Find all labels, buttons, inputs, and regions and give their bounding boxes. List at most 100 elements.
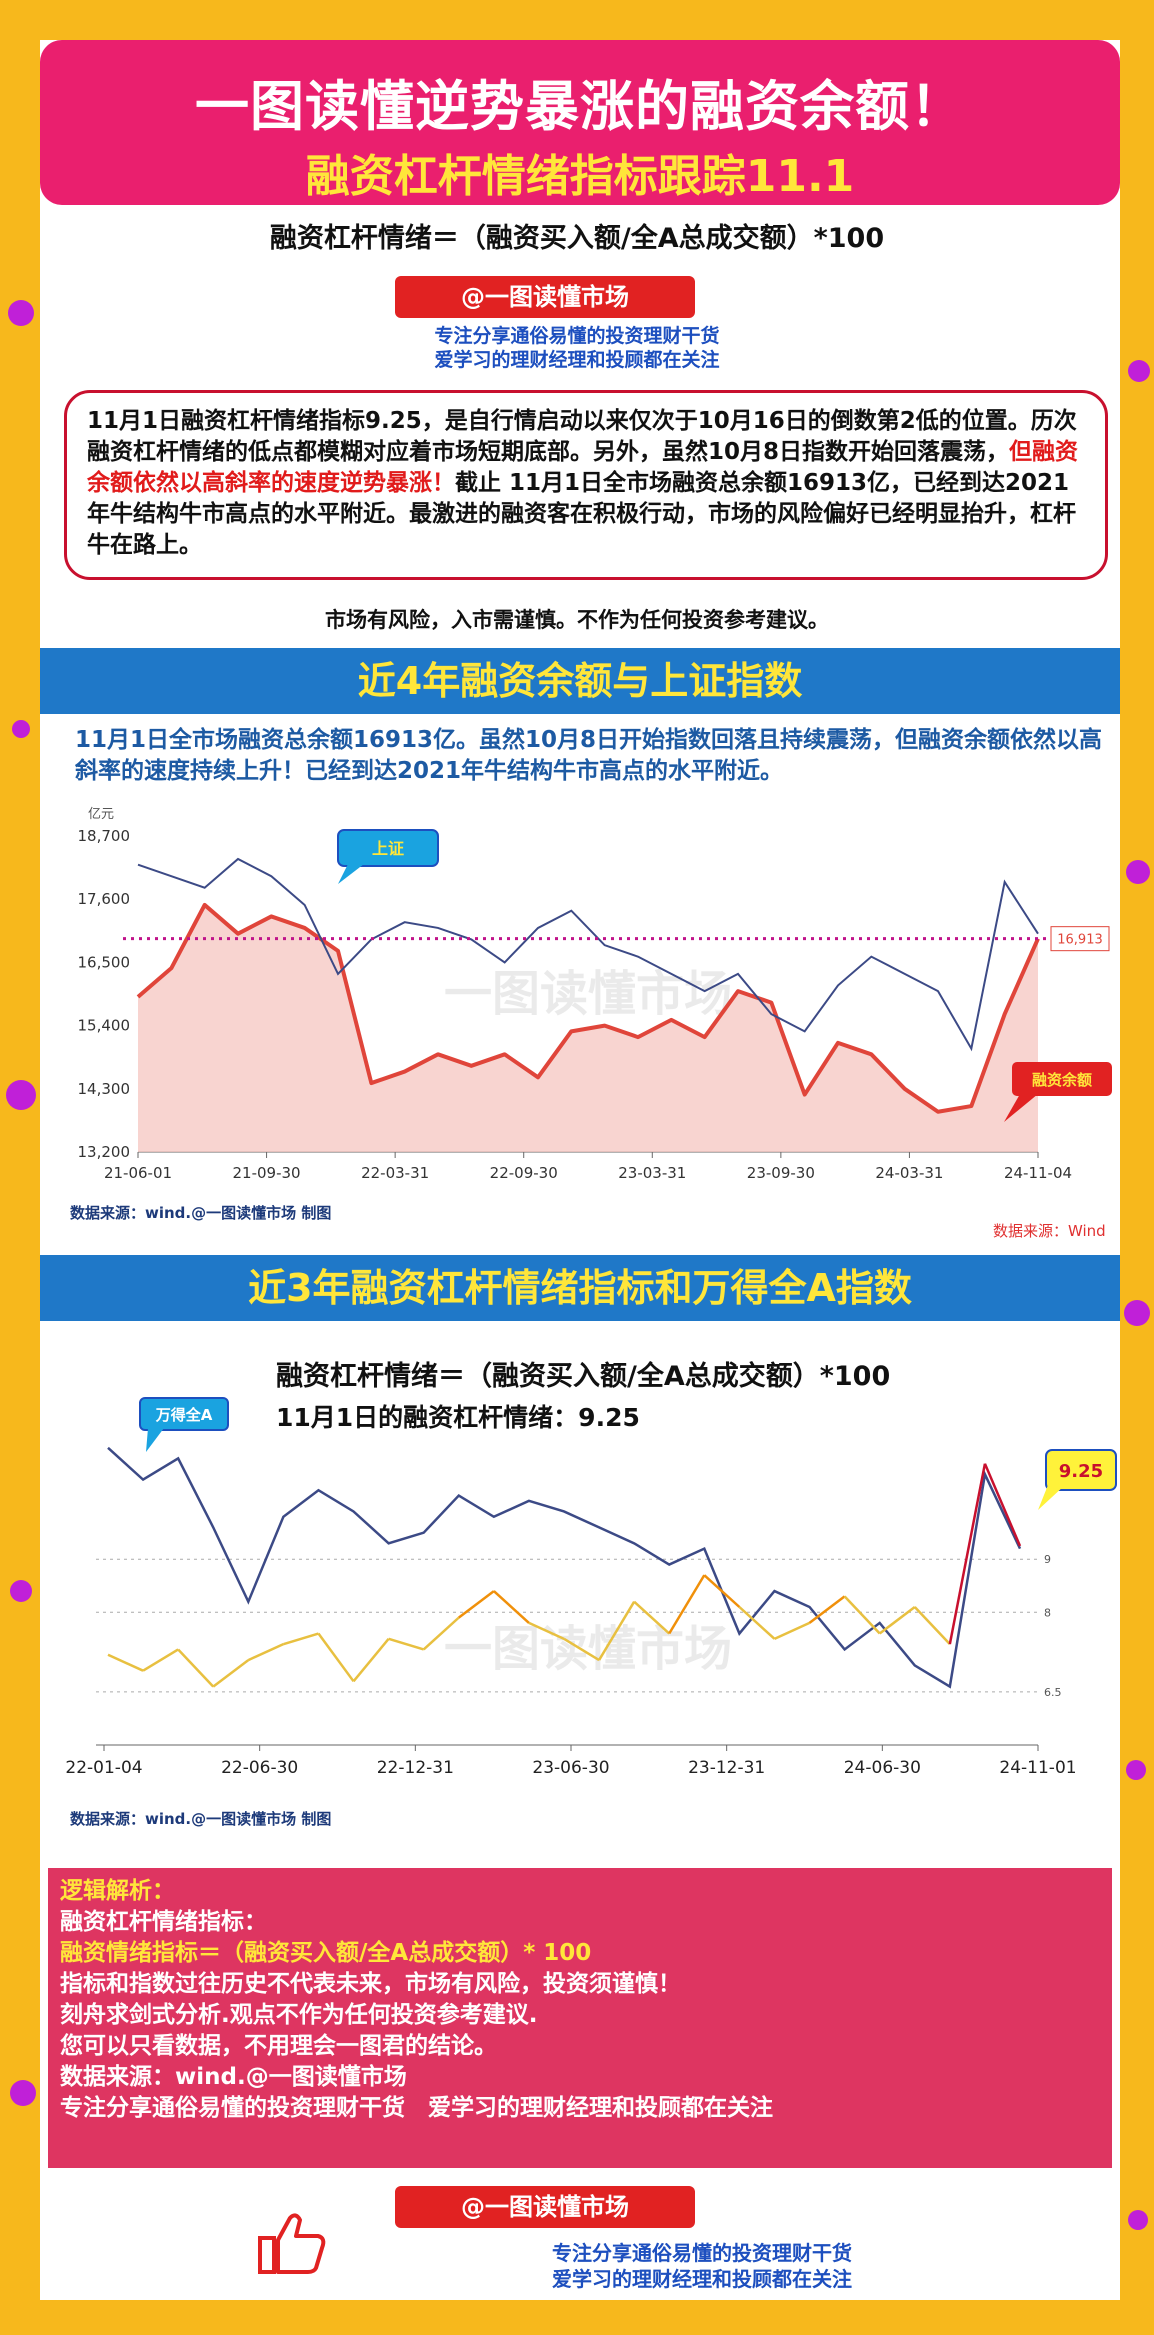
- section2-source: 数据来源：wind.@一图读懂市场 制图: [70, 1810, 332, 1828]
- decor-dot: [10, 1580, 32, 1602]
- x-tick-label: 22-12-31: [377, 1758, 454, 1778]
- sentiment-line-segment: [983, 1463, 1022, 1547]
- decor-dot: [8, 300, 34, 326]
- y-axis-unit: 亿元: [88, 807, 114, 822]
- slogan-line: 专注分享通俗易懂的投资理财干货: [434, 325, 720, 347]
- reference-label: 9: [1044, 1553, 1051, 1566]
- margin-balance-chart: 亿元 13,200 14,300 15,400 16,500 17,600 18,700 21…: [78, 807, 1112, 1182]
- decor-dot: [1124, 1300, 1150, 1326]
- sentiment-line-segment: [388, 1637, 425, 1651]
- x-tick-label: 24-03-31: [875, 1164, 943, 1182]
- sentiment-line-segment: [317, 1632, 355, 1683]
- footer-slogan: 专注分享通俗易懂的投资理财干货 爱学习的理财经理和投顾都在关注: [250, 2240, 1154, 2292]
- x-tick-label: 23-06-30: [532, 1758, 609, 1778]
- decor-dot: [1128, 2210, 1148, 2230]
- decor-dot: [1128, 360, 1150, 382]
- decor-dot: [10, 2080, 36, 2106]
- formula-text: 融资杠杆情绪＝（融资买入额/全A总成交额）*100: [269, 223, 885, 254]
- sentiment-line-segment: [247, 1643, 284, 1662]
- sentiment-line-segment: [422, 1616, 460, 1651]
- wind-callout-pointer: [146, 1428, 164, 1452]
- section1-title: 近4年融资余额与上证指数: [40, 648, 1120, 714]
- x-tick-label: 23-09-30: [747, 1164, 815, 1182]
- risk-note: 市场有风险，入市需谨慎。不作为任何投资参考建议。: [325, 608, 829, 632]
- x-tick-label: 22-09-30: [490, 1164, 558, 1182]
- slogan-line: 专注分享通俗易懂的投资理财干货: [552, 2241, 852, 2265]
- summary-box: 11月1日融资杠杆情绪指标9.25，是自行情启动以来仅次于10月16日的倒数第2…: [64, 390, 1108, 580]
- x-tick-label: 22-03-31: [361, 1164, 429, 1182]
- sentiment-line-segment: [107, 1653, 144, 1672]
- sse-callout-pointer: [338, 864, 364, 884]
- margin-callout-pointer: [1004, 1094, 1038, 1122]
- margin-callout-label: 融资余额: [1032, 1071, 1092, 1089]
- latest-value-label: 9.25: [1059, 1461, 1103, 1482]
- decor-dot: [1126, 1760, 1146, 1780]
- x-tick-label: 24-11-01: [999, 1758, 1076, 1778]
- sentiment-line-segment: [177, 1648, 215, 1688]
- sentiment-line-segment: [528, 1621, 565, 1640]
- page-title: 一图读懂逆势暴涨的融资余额！: [195, 75, 965, 138]
- latest-value-pointer: [1038, 1480, 1064, 1510]
- x-tick-label: 24-11-04: [1004, 1164, 1072, 1182]
- wind-all-a-line: [107, 1446, 1022, 1689]
- reference-label: 8: [1044, 1606, 1051, 1619]
- section2-formula: 融资杠杆情绪＝（融资买入额/全A总成交额）*100: [276, 1361, 891, 1392]
- sentiment-line-segment: [948, 1463, 987, 1645]
- section1-desc: 11月1日全市场融资总余额16913亿。虽然10月8日开始指数回落且持续震荡，但…: [75, 727, 1103, 784]
- sse-callout-label: 上证: [372, 839, 404, 858]
- margin-balance-line: [136, 902, 1040, 1114]
- sentiment-line-segment: [458, 1590, 495, 1619]
- sentiment-line-segment: [493, 1590, 530, 1624]
- x-tick-label: 23-12-31: [688, 1758, 765, 1778]
- analysis-line: 您可以只看数据，不用理会一图君的结论。: [60, 2033, 497, 2059]
- analysis-line: 指标和指数过往历史不代表未来，市场有风险，投资须谨慎！: [60, 1971, 681, 1997]
- sentiment-line-segment: [598, 1601, 636, 1661]
- footer-brand-tag: @一图读懂市场: [395, 2186, 695, 2228]
- y-tick-label: 14,300: [78, 1080, 131, 1098]
- y-tick-label: 16,500: [78, 953, 131, 971]
- summary-highlight: 但融资余额依然以高斜率的速度逆势暴涨！: [87, 439, 1079, 496]
- sentiment-line-segment: [773, 1621, 811, 1640]
- wind-callout-box: [139, 1397, 229, 1431]
- section1-source: 数据来源：wind.@一图读懂市场 制图: [70, 1204, 332, 1222]
- decor-dot: [12, 720, 30, 738]
- x-tick-label: 23-03-31: [618, 1164, 686, 1182]
- page-subtitle: 融资杠杆情绪指标跟踪11.1: [305, 151, 855, 202]
- analysis-line: 刻舟求剑式分析.观点不作为任何投资参考建议.: [60, 2002, 538, 2028]
- sentiment-line-segment: [142, 1648, 179, 1672]
- sentiment-line-segment: [283, 1632, 319, 1646]
- analysis-box: 逻辑解析： 融资杠杆情绪指标： 融资情绪指标＝（融资买入额/全A总成交额）* 1…: [48, 1868, 1112, 2168]
- margin-balance-area: [138, 904, 1038, 1152]
- sentiment-line-segment: [808, 1595, 846, 1624]
- margin-callout-box: [1012, 1062, 1112, 1096]
- header-banner: 一图读懂逆势暴涨的融资余额！ 融资杠杆情绪指标跟踪11.1: [40, 40, 1120, 205]
- analysis-line: 融资杠杆情绪指标：: [60, 1909, 267, 1935]
- sentiment-line-segment: [703, 1574, 741, 1608]
- section1-source-right: 数据来源：Wind: [993, 1222, 1106, 1240]
- slogan-line: 爱学习的理财经理和投顾都在关注: [434, 349, 720, 371]
- x-tick-label: 21-06-01: [104, 1164, 172, 1182]
- watermark-text: 一图读懂市场: [444, 966, 732, 1022]
- sse-index-line: [137, 857, 1039, 1052]
- x-tick-label: 22-01-04: [65, 1758, 142, 1778]
- sentiment-line-segment: [352, 1638, 390, 1683]
- sentiment-line-segment: [913, 1606, 951, 1646]
- sentiment-line-segment: [878, 1606, 916, 1635]
- x-tick-label: 22-06-30: [221, 1758, 298, 1778]
- y-tick-label: 18,700: [78, 827, 131, 845]
- leverage-sentiment-chart: 一图读懂市场 9 8 6.5 22-01-04 22-06-30 22-12-31 23-06…: [65, 1397, 1117, 1778]
- decor-dot: [6, 1080, 36, 1110]
- summary-text: 截止 11月1日全市场融资总余额16913亿，已经到达2021年牛结构牛市高点的…: [87, 470, 1076, 558]
- sentiment-line-segment: [668, 1574, 706, 1635]
- sentiment-line-segment: [212, 1659, 250, 1688]
- y-tick-label: 15,400: [78, 1017, 131, 1035]
- reference-label: 16,913: [1057, 933, 1103, 948]
- wind-callout-label: 万得全A: [155, 1406, 213, 1424]
- y-tick-label: 13,200: [78, 1143, 131, 1161]
- analysis-line: 专注分享通俗易懂的投资理财干货 爱学习的理财经理和投顾都在关注: [60, 2095, 773, 2121]
- brand-tag: @一图读懂市场: [395, 276, 695, 318]
- sentiment-line-segment: [563, 1637, 600, 1662]
- y-tick-label: 17,600: [78, 890, 131, 908]
- sentiment-line-segment: [738, 1606, 776, 1640]
- watermark-text: 一图读懂市场: [444, 1621, 732, 1677]
